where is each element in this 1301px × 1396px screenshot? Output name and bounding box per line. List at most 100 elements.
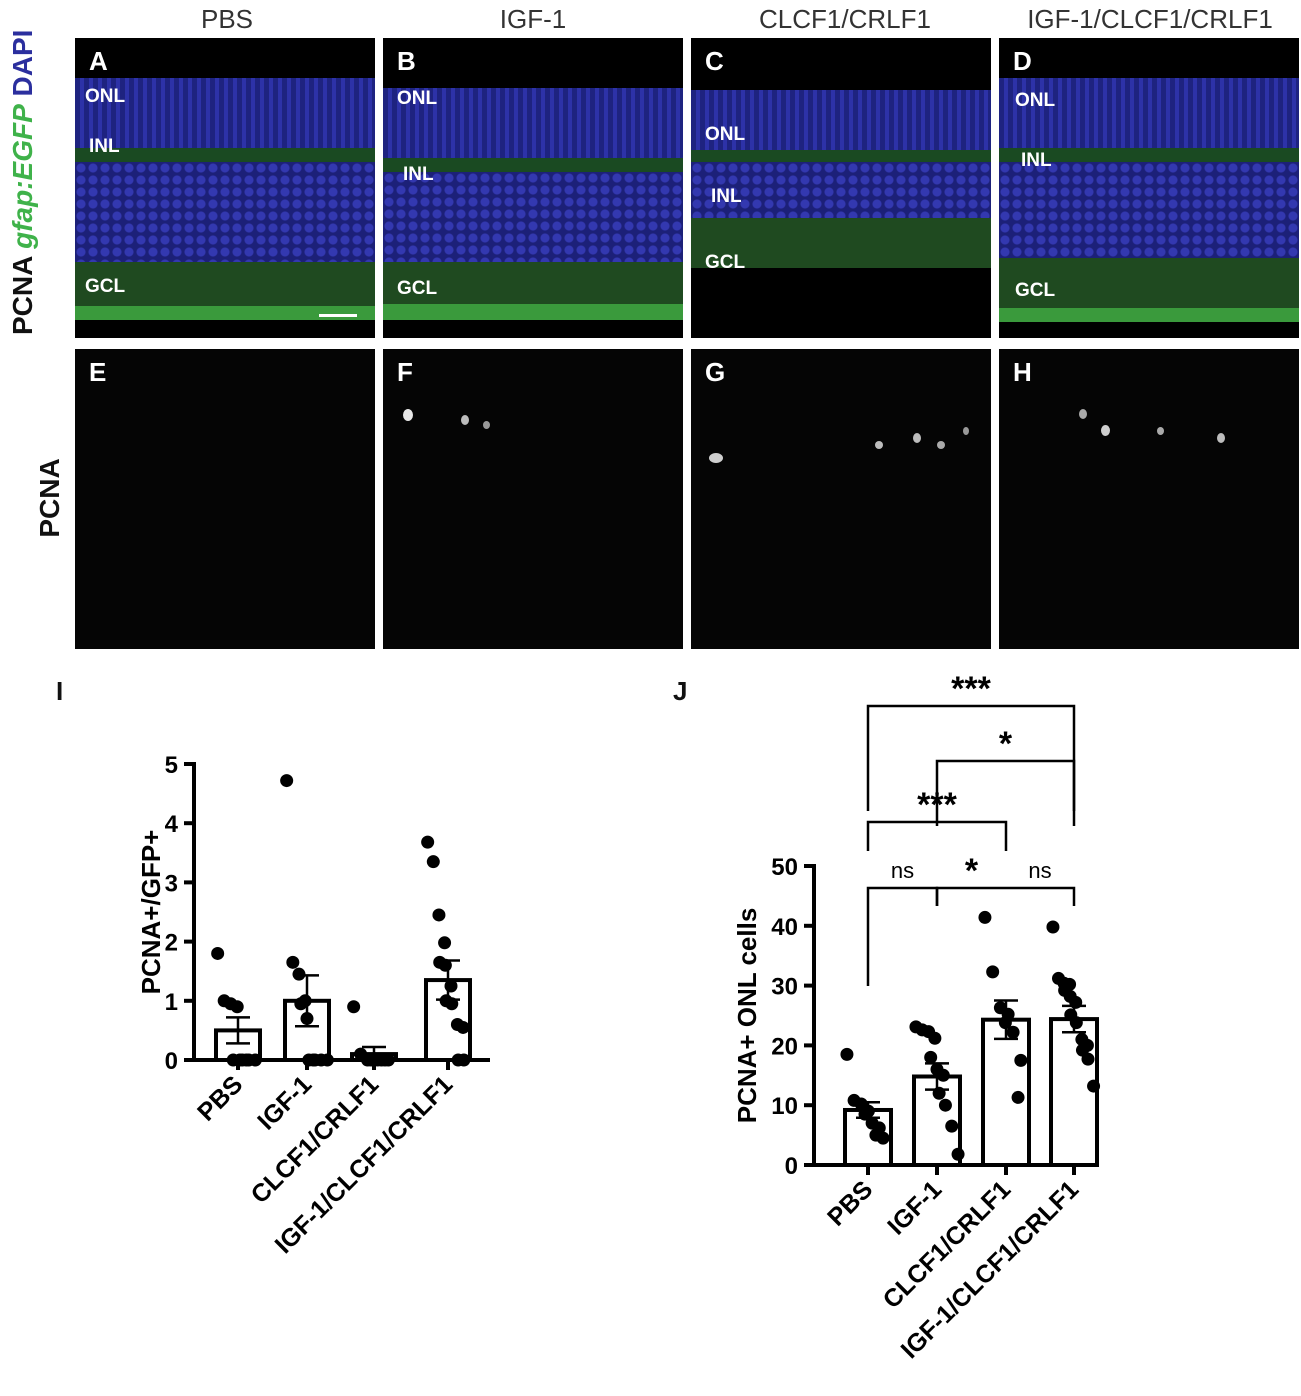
x-tick-label: PBS bbox=[822, 1175, 878, 1231]
pcna-nucleus bbox=[913, 433, 921, 443]
data-point bbox=[320, 1053, 334, 1067]
x-tick-label: PBS bbox=[192, 1070, 248, 1126]
layer-label-gcl: GCL bbox=[85, 276, 126, 297]
significance-label: * bbox=[999, 725, 1013, 763]
layer-label-inl: INL bbox=[403, 164, 434, 185]
pcna-nucleus bbox=[1217, 433, 1225, 443]
data-point bbox=[928, 1031, 942, 1045]
pcna-nucleus bbox=[963, 427, 969, 435]
panel-d-merged: D ONL INL GCL bbox=[999, 38, 1299, 338]
y-tick-label: 30 bbox=[771, 974, 798, 1001]
column-title-pbs: PBS bbox=[200, 4, 254, 34]
data-point bbox=[1087, 1079, 1101, 1093]
x-tick-label: IGF-1 bbox=[252, 1070, 317, 1135]
data-point bbox=[230, 1000, 244, 1014]
panel-b-merged: B ONL INL GCL bbox=[383, 38, 683, 338]
pcna-nucleus bbox=[1101, 425, 1110, 436]
data-point bbox=[426, 855, 440, 869]
column-title-combined: IGF-1/CLCF1/CRLF1 bbox=[1027, 4, 1273, 34]
y-axis-label: PCNA+/GFP+ bbox=[136, 830, 166, 995]
layer-label-gcl: GCL bbox=[705, 252, 746, 273]
row1-label-dapi: DAPI bbox=[7, 29, 38, 97]
data-point bbox=[211, 946, 225, 960]
pcna-nucleus bbox=[483, 421, 490, 429]
data-point bbox=[456, 1020, 470, 1034]
data-point bbox=[1046, 920, 1060, 934]
y-tick-label: 4 bbox=[165, 811, 179, 838]
column-title-igf1: IGF-1 bbox=[499, 4, 567, 34]
pcna-nucleus bbox=[403, 409, 413, 421]
y-axis-label: PCNA+ ONL cells bbox=[732, 908, 762, 1124]
panel-letter-c: C bbox=[705, 46, 724, 76]
panel-letter-g: G bbox=[705, 357, 726, 387]
significance-bracket bbox=[866, 820, 1008, 851]
panel-letter-a: A bbox=[89, 46, 108, 76]
panel-letter-i: I bbox=[56, 676, 64, 706]
data-point bbox=[1011, 1090, 1025, 1104]
significance-label: * bbox=[965, 852, 979, 890]
y-tick-label: 50 bbox=[771, 854, 798, 881]
panel-letter-d: D bbox=[1013, 46, 1032, 76]
data-point bbox=[438, 936, 452, 950]
panel-letter-b: B bbox=[397, 46, 416, 76]
layer-label-inl: INL bbox=[711, 186, 742, 207]
data-point bbox=[294, 997, 308, 1011]
data-point bbox=[924, 1050, 938, 1064]
y-tick-label: 5 bbox=[165, 752, 178, 779]
data-point bbox=[421, 835, 435, 849]
data-point bbox=[876, 1131, 890, 1145]
y-tick-label: 0 bbox=[165, 1048, 178, 1075]
y-tick-label: 40 bbox=[771, 914, 798, 941]
pcna-nucleus bbox=[937, 441, 945, 449]
significance-bracket bbox=[866, 704, 1076, 811]
significance-label: *** bbox=[917, 786, 957, 824]
row1-label: PCNA gfap:EGFP DAPI bbox=[5, 30, 41, 335]
data-point bbox=[1081, 1052, 1095, 1066]
data-point bbox=[945, 1119, 959, 1133]
y-tick-label: 20 bbox=[771, 1033, 798, 1060]
row1-label-pcna: PCNA bbox=[7, 256, 38, 335]
data-point bbox=[457, 1053, 471, 1067]
layer-label-gcl: GCL bbox=[1015, 280, 1056, 301]
panel-letter-f: F bbox=[397, 357, 413, 387]
data-point bbox=[840, 1047, 854, 1061]
data-point bbox=[938, 1098, 952, 1112]
pcna-nucleus bbox=[461, 415, 469, 425]
data-point bbox=[986, 965, 1000, 979]
row1-label-gfap: gfap:EGFP bbox=[7, 104, 38, 249]
pcna-nucleus bbox=[1157, 427, 1164, 435]
layer-label-onl: ONL bbox=[397, 88, 438, 109]
data-point bbox=[280, 774, 294, 788]
panel-f-pcna: F bbox=[383, 349, 683, 649]
layer-label-gcl: GCL bbox=[397, 278, 438, 299]
y-tick-label: 2 bbox=[165, 930, 178, 957]
significance-bracket bbox=[935, 886, 1006, 906]
panel-g-pcna: G bbox=[691, 349, 991, 649]
pcna-nucleus bbox=[709, 453, 723, 463]
panel-h-pcna: H bbox=[999, 349, 1299, 649]
data-point bbox=[347, 1000, 361, 1014]
panel-letter-e: E bbox=[89, 357, 107, 387]
layer-label-onl: ONL bbox=[1015, 90, 1056, 111]
significance-bracket bbox=[1006, 886, 1076, 906]
panel-e-pcna: E bbox=[75, 349, 375, 649]
data-point bbox=[432, 908, 446, 922]
row2-label: PCNA bbox=[34, 458, 65, 538]
significance-label: ns bbox=[891, 858, 914, 883]
y-tick-label: 10 bbox=[771, 1093, 798, 1120]
significance-bracket bbox=[935, 759, 1076, 826]
significance-label: *** bbox=[951, 676, 991, 708]
significance-bracket bbox=[866, 886, 939, 986]
y-tick-label: 3 bbox=[165, 870, 178, 897]
data-point bbox=[381, 1053, 395, 1067]
data-point bbox=[951, 1147, 965, 1161]
data-point bbox=[286, 955, 300, 969]
panel-a-merged: A ONL INL GCL bbox=[75, 38, 375, 338]
panel-letter-j: J bbox=[673, 676, 688, 706]
layer-label-onl: ONL bbox=[85, 86, 126, 107]
panel-letter-h: H bbox=[1013, 357, 1032, 387]
y-tick-label: 1 bbox=[165, 989, 178, 1016]
data-point bbox=[248, 1053, 262, 1067]
